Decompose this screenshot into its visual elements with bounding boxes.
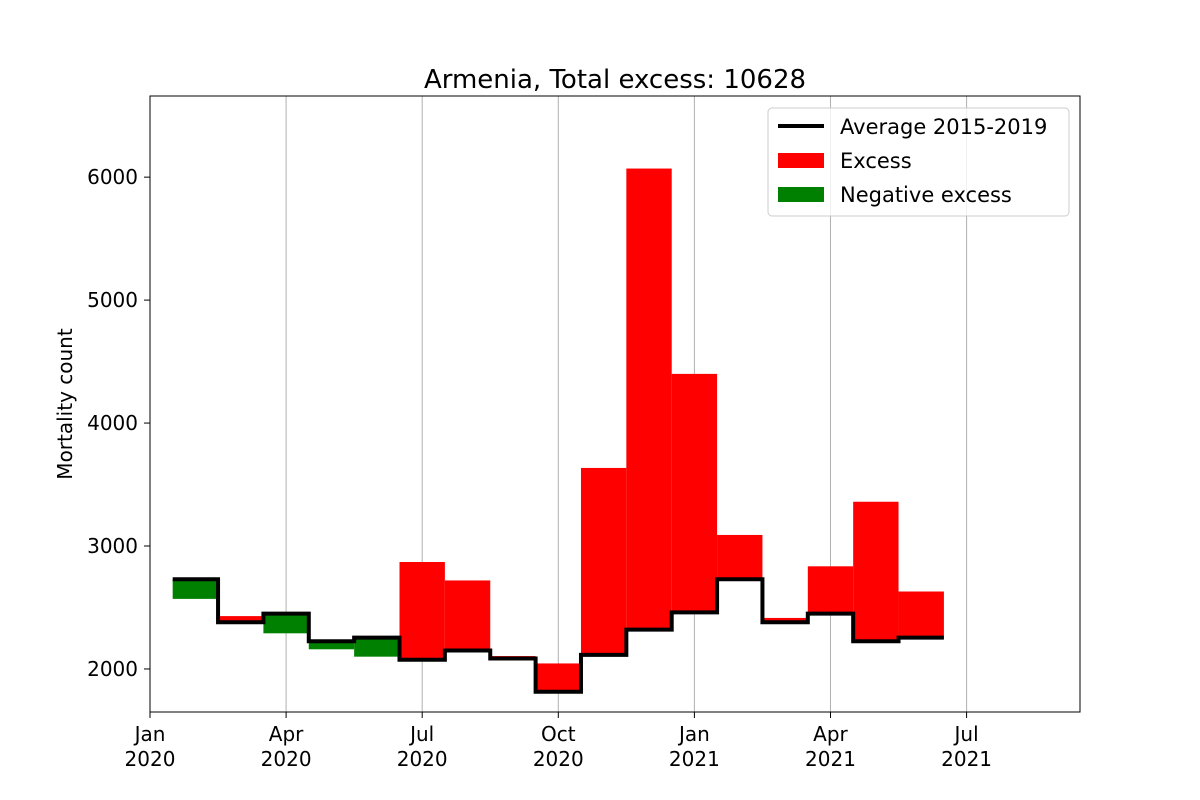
chart-title: Armenia, Total excess: 10628 bbox=[424, 65, 806, 95]
excess-bar-15 bbox=[853, 501, 899, 642]
y-axis-label: Mortality count bbox=[53, 328, 77, 480]
x-axis: Jan2020Apr2020Jul2020Oct2020Jan2021Apr20… bbox=[125, 712, 992, 771]
negative-excess-bar-2 bbox=[263, 613, 309, 634]
average-2015-2019-line bbox=[172, 577, 944, 694]
y-tick-label-4: 6000 bbox=[87, 165, 138, 189]
excess-bar-1 bbox=[218, 616, 264, 623]
legend-negative-label: Negative excess bbox=[840, 183, 1012, 207]
x-tick-label-0: Jan bbox=[133, 722, 166, 746]
excess-bar-6 bbox=[444, 580, 491, 651]
x-tick-label-5: Apr bbox=[813, 722, 848, 746]
negative-excess-bar-4 bbox=[354, 637, 400, 657]
legend: Average 2015-2019 Excess Negative excess bbox=[767, 107, 1070, 217]
excess-bar-8 bbox=[535, 663, 581, 692]
y-tick-label-1: 3000 bbox=[87, 534, 138, 558]
x-tick-label-1: Apr bbox=[269, 722, 304, 746]
x-tick-year-6: 2021 bbox=[941, 747, 992, 771]
x-tick-year-0: 2020 bbox=[125, 747, 176, 771]
x-tick-label-6: Jul bbox=[953, 722, 979, 746]
x-tick-label-4: Jan bbox=[677, 722, 710, 746]
x-tick-year-3: 2020 bbox=[533, 747, 584, 771]
x-tick-year-4: 2021 bbox=[669, 747, 720, 771]
excess-bar-14 bbox=[807, 566, 854, 614]
negative-excess-bar-3 bbox=[308, 641, 355, 650]
excess-bar-5 bbox=[399, 561, 445, 660]
average-line-group bbox=[172, 577, 944, 694]
x-tick-year-1: 2020 bbox=[261, 747, 312, 771]
excess-bars bbox=[172, 168, 944, 692]
plot-frame bbox=[149, 95, 1081, 713]
x-tick-year-5: 2021 bbox=[805, 747, 856, 771]
y-tick-label-2: 4000 bbox=[87, 411, 138, 435]
x-tick-year-2: 2020 bbox=[397, 747, 448, 771]
excess-bar-9 bbox=[580, 467, 627, 655]
excess-bar-16 bbox=[898, 591, 944, 638]
legend-excess-label: Excess bbox=[840, 149, 912, 173]
negative-excess-bar-0 bbox=[172, 579, 219, 599]
legend-average-label: Average 2015-2019 bbox=[840, 115, 1047, 139]
y-tick-label-0: 2000 bbox=[87, 657, 138, 681]
x-tick-label-3: Oct bbox=[541, 722, 576, 746]
y-tick-label-3: 5000 bbox=[87, 288, 138, 312]
legend-negative-swatch bbox=[778, 187, 824, 202]
x-tick-label-2: Jul bbox=[408, 722, 434, 746]
excess-bar-13 bbox=[762, 617, 808, 623]
y-axis: 2000 3000 4000 5000 6000 bbox=[87, 165, 150, 681]
excess-bar-11 bbox=[671, 373, 718, 613]
legend-frame bbox=[767, 107, 1070, 217]
excess-bar-12 bbox=[717, 534, 763, 580]
legend-excess-swatch bbox=[778, 153, 824, 168]
excess-bar-10 bbox=[626, 168, 672, 630]
